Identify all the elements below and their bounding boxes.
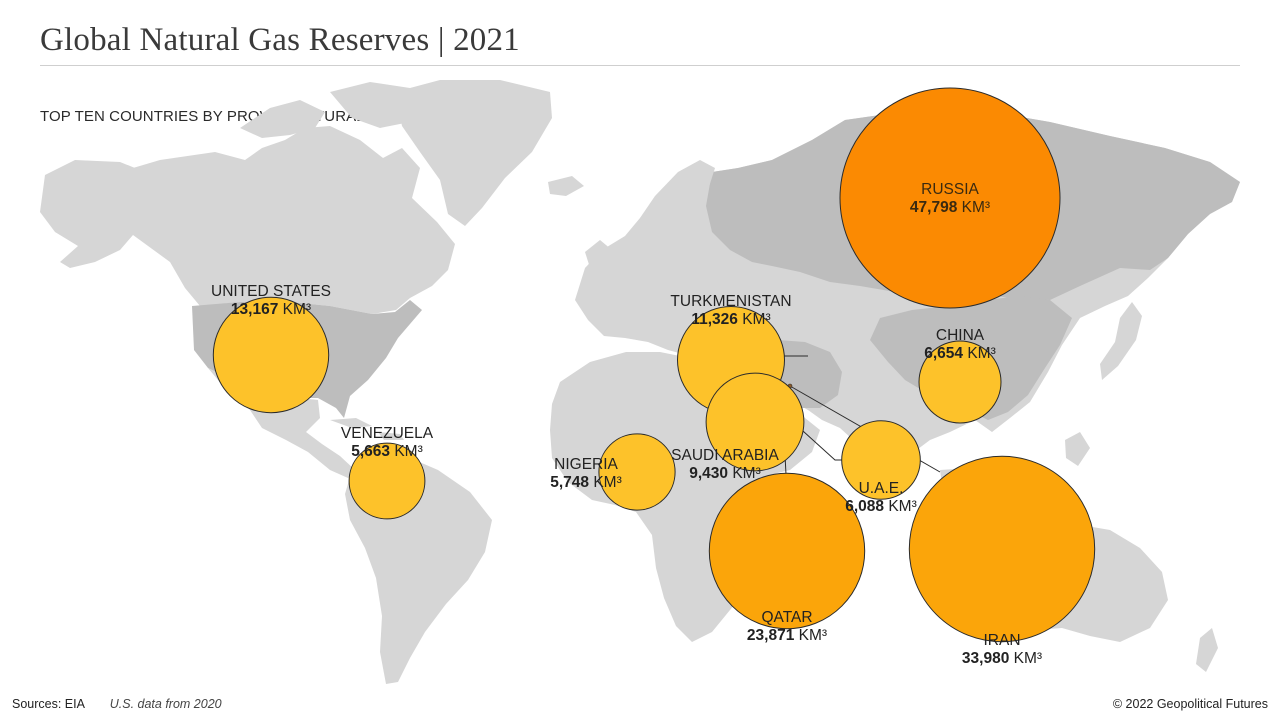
page-title: Global Natural Gas Reserves | 2021 [40,22,520,58]
uk-land [585,240,612,274]
greenland-land [395,80,552,226]
bubble-layer [212,87,1096,643]
caribbean-land [330,418,404,440]
japan-land [1100,302,1142,380]
data-note: U.S. data from 2020 [109,697,222,711]
copyright-footer: © 2022 Geopolitical Futures [1112,697,1268,711]
canada-land [133,126,455,314]
alaska-land [40,160,135,268]
bubble-saudi-arabia [705,372,805,472]
bubble-iran [908,455,1096,643]
bubble-u-a-e [841,420,921,500]
bubble-venezuela [348,442,426,520]
bubble-russia [839,87,1061,309]
sources-text: Sources: EIA [12,697,85,711]
sources-footer: Sources: EIA U.S. data from 2020 [12,697,222,711]
bubble-qatar [708,472,866,630]
title-divider [40,65,1240,66]
iceland-land [548,176,584,196]
new-zealand-land [1196,628,1218,672]
scandinavia-land [640,160,715,236]
bubble-nigeria [598,433,676,511]
bubble-united-states [212,296,330,414]
bubble-china [918,340,1002,424]
